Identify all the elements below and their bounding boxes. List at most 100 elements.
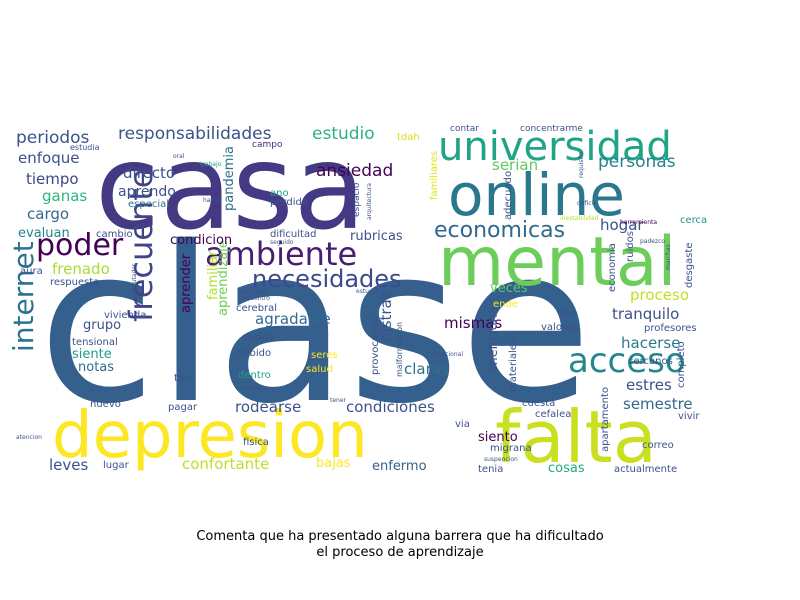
word-ambiente: ambiente	[205, 235, 357, 273]
word-cosas: cosas	[548, 461, 585, 476]
word-siente: siente	[72, 347, 112, 362]
word-enfoque: enfoque	[18, 149, 79, 167]
word-trabajo: trabajo	[200, 161, 222, 168]
word-dudas: dudas	[243, 332, 273, 343]
word-concentro: concentro	[240, 295, 270, 302]
word-frenado: frenado	[52, 260, 110, 278]
word-campo: campo	[252, 140, 283, 150]
word-tensional: tensional	[72, 337, 118, 348]
word-rodearse: rodearse	[235, 398, 301, 416]
word-emocional: emocional	[432, 351, 463, 358]
word-grupo: grupo	[83, 318, 121, 333]
caption-line-2: el proceso de aprendizaje	[316, 545, 484, 560]
word-bajas: bajas	[316, 456, 351, 471]
word-falta: falta	[495, 395, 657, 479]
word-presentar: presentar	[240, 385, 269, 392]
word-notas: notas	[78, 360, 114, 375]
word-depresion: depresion	[52, 399, 368, 473]
word-tiempo: tiempo	[26, 170, 79, 188]
word-perdida: perdida	[270, 197, 308, 208]
word-cefalea: cefalea	[535, 409, 571, 420]
word-desgaste: desgaste	[684, 243, 695, 288]
word-hacerse: hacerse	[621, 334, 680, 352]
word-nuevo: nuevo	[90, 399, 121, 410]
word-contar: contar	[450, 124, 479, 134]
word-ansiedad: ansiedad	[316, 161, 393, 181]
word-directo: directo	[123, 164, 175, 182]
word-hablar: hablar	[203, 197, 223, 204]
word-online: online	[448, 161, 625, 229]
word-necesidades: necesidades	[252, 265, 402, 293]
word-dificultad: dificultad	[270, 229, 316, 240]
word-oral: oral	[173, 153, 185, 160]
word-requisito: requisito	[578, 152, 585, 178]
word-estres: estres	[626, 376, 672, 394]
word-seguido: seguido	[270, 239, 294, 246]
word-computador: computador	[131, 263, 138, 300]
word-veces: veces	[490, 281, 528, 296]
word-padezco: padezco	[640, 238, 665, 245]
word-venal: venal	[240, 287, 267, 298]
word-cuesta: cuesta	[522, 398, 555, 409]
word-materiales: materiales	[508, 339, 519, 392]
word-personas: personas	[598, 152, 676, 172]
word-hogar: hogar	[600, 216, 644, 234]
word-estudiar: estudiar	[356, 288, 381, 295]
word-aprendo: aprendo	[118, 184, 176, 200]
word-correo: correo	[642, 440, 674, 451]
word-frecuente: frecuente	[122, 169, 160, 322]
word-agradable: agradable	[255, 310, 331, 328]
word-estudia: estudia	[70, 143, 100, 152]
word-internet: internet	[7, 241, 40, 352]
word-vivienda: vivienda	[104, 310, 146, 321]
word-vivir: vivir	[678, 411, 700, 422]
word-familiar: familiar	[206, 250, 221, 300]
word-lugar: lugar	[103, 460, 130, 471]
word-proceso: proceso	[630, 286, 689, 304]
word-condicion: condicion	[170, 233, 232, 248]
word-semestre: semestre	[623, 395, 693, 413]
word-suspencion: suspencion	[484, 456, 518, 463]
word-seres: seres	[311, 350, 338, 361]
word-cerebral: cerebral	[236, 303, 277, 314]
word-tener: tener	[330, 397, 347, 404]
word-pandemia: pandemia	[222, 146, 237, 211]
word-ganas: ganas	[42, 187, 87, 205]
word-marchas: marchas	[665, 244, 672, 270]
word-herramienta: herramienta	[620, 219, 657, 226]
word-cercanos: cercanos	[628, 356, 673, 367]
word-condiciones: condiciones	[346, 398, 435, 416]
word-inestabilidad: inestabilidad	[560, 215, 599, 222]
word-enfermo: enfermo	[372, 459, 427, 474]
word-cargo: cargo	[27, 205, 69, 223]
word-siento: siento	[478, 430, 518, 445]
word-mental: mental	[438, 223, 676, 302]
word-estudio: estudio	[312, 124, 375, 144]
word-dentro: dentro	[238, 370, 271, 381]
word-ano: ano	[270, 188, 289, 199]
word-periodos: periodos	[16, 128, 90, 148]
word-economia: economia	[607, 243, 618, 292]
word-algun: algun	[560, 309, 577, 316]
word-migrana: migrana	[490, 443, 532, 454]
word-leves: leves	[49, 456, 89, 474]
word-actualmente: actualmente	[614, 464, 677, 475]
word-profesores: profesores	[644, 323, 697, 334]
word-poder: poder	[36, 228, 124, 263]
word-concentrarme: concentrarme	[520, 124, 583, 134]
word-valores: valores	[541, 322, 577, 333]
word-clase: clase	[38, 200, 592, 451]
word-espacio: espacio	[352, 182, 362, 217]
word-ende: ende	[493, 299, 518, 310]
word-acceso: acceso	[568, 341, 686, 381]
word-adecuado: adecuado	[503, 171, 514, 220]
word-tenia: tenia	[478, 464, 503, 475]
word-cerca: cerca	[680, 215, 707, 226]
word-rubricas: rubricas	[350, 229, 403, 244]
word-deficit: deficit	[577, 200, 596, 207]
word-aprender: aprender	[179, 253, 194, 313]
word-aprendizaje: aprendizaje	[216, 240, 231, 316]
word-respuesta: respuesta	[50, 277, 99, 288]
word-apartamento: apartamento	[600, 387, 611, 452]
